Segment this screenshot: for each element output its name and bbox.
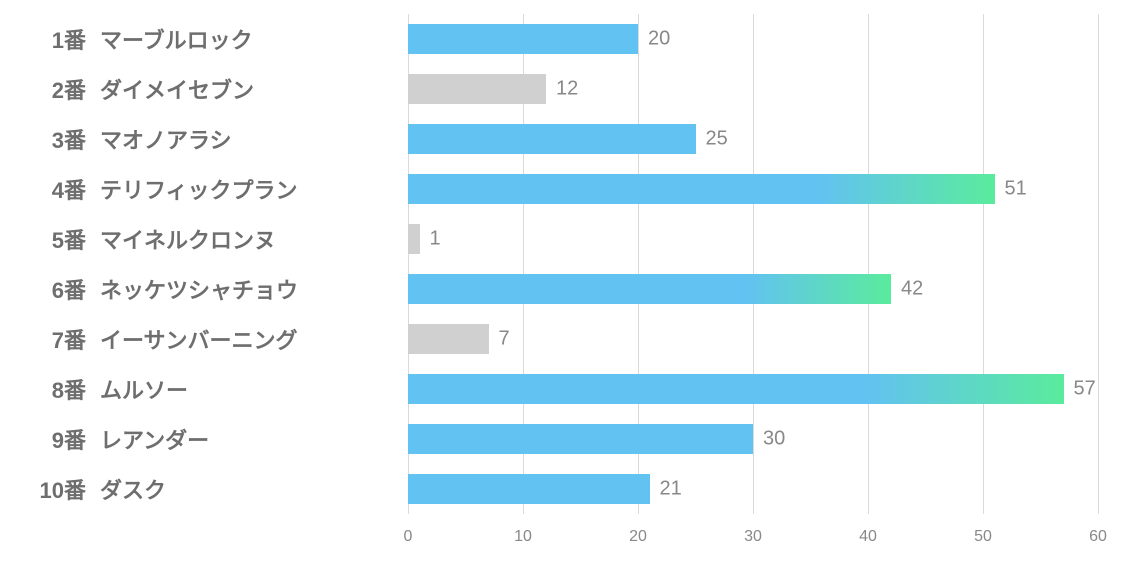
bar [408,274,891,304]
bar-value-label: 30 [763,428,785,451]
bar-value-label: 57 [1074,378,1096,401]
bar-value-label: 25 [706,128,728,151]
row-number: 7番 [0,323,86,355]
x-tick-label: 60 [1089,528,1107,546]
bar [408,474,650,504]
row-number: 4番 [0,173,86,205]
row-number: 2番 [0,73,86,105]
row-number: 10番 [0,473,86,505]
bar [408,74,546,104]
gridline [753,14,754,514]
row-name: テリフィックプラン [100,173,298,205]
bar-value-label: 7 [499,328,510,351]
row-labels: 3番マオノアラシ [0,114,408,164]
row-number: 8番 [0,373,86,405]
chart-container: 0 10 20 30 40 50 60 1番マーブルロック 20 2番ダイメイセブン 12 3番マオノ… [0,0,1134,567]
row-name: ダイメイセブン [100,73,254,105]
row-labels: 7番イーサンバーニング [0,314,408,364]
row-labels: 6番ネッケツシャチョウ [0,264,408,314]
row-labels: 2番ダイメイセブン [0,64,408,114]
x-tick-label: 30 [744,528,762,546]
row-name: イーサンバーニング [100,323,298,355]
x-tick-label: 0 [404,528,413,546]
row-number: 6番 [0,273,86,305]
bar [408,224,420,254]
row-name: ダスク [100,473,166,505]
bar [408,424,753,454]
bar-value-label: 42 [901,278,923,301]
gridline [868,14,869,514]
row-number: 1番 [0,23,86,55]
x-tick-label: 40 [859,528,877,546]
row-labels: 4番テリフィックプラン [0,164,408,214]
bar [408,124,696,154]
gridline [983,14,984,514]
row-labels: 1番マーブルロック [0,14,408,64]
x-tick-label: 20 [629,528,647,546]
bar [408,324,489,354]
bar-value-label: 21 [660,478,682,501]
row-labels: 9番レアンダー [0,414,408,464]
row-name: マオノアラシ [100,123,232,155]
row-number: 5番 [0,223,86,255]
row-labels: 8番ムルソー [0,364,408,414]
x-tick-label: 10 [514,528,532,546]
row-number: 9番 [0,423,86,455]
row-name: レアンダー [100,423,209,455]
bar [408,174,995,204]
bar [408,24,638,54]
bar-value-label: 1 [430,228,441,251]
bar-value-label: 20 [648,28,670,51]
x-tick-label: 50 [974,528,992,546]
row-labels: 10番ダスク [0,464,408,514]
row-number: 3番 [0,123,86,155]
bar-value-label: 51 [1005,178,1027,201]
row-name: ムルソー [100,373,188,405]
row-labels: 5番マイネルクロンヌ [0,214,408,264]
row-name: ネッケツシャチョウ [100,273,298,305]
bar [408,374,1064,404]
row-name: マーブルロック [100,23,253,55]
row-name: マイネルクロンヌ [100,223,276,255]
gridline [1098,14,1099,514]
bar-value-label: 12 [556,78,578,101]
